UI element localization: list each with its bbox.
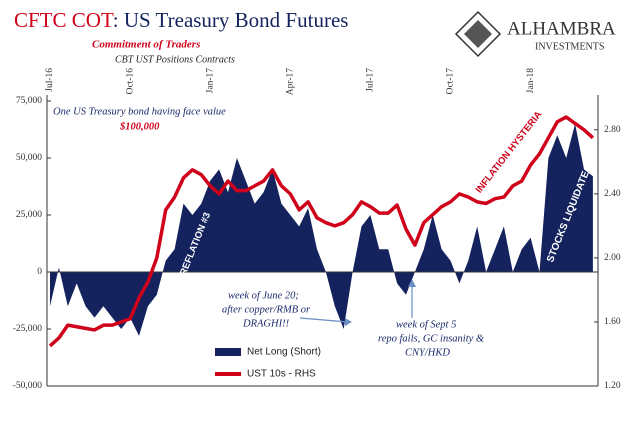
arrow-head xyxy=(345,318,352,326)
annotation: repo fails, GC insanity & xyxy=(378,333,485,344)
y-tick-label: 0 xyxy=(37,267,42,277)
subtitle: CBT UST Positions Contracts xyxy=(115,54,235,65)
y-tick-label: -25,000 xyxy=(13,324,43,334)
legend-swatch xyxy=(215,348,241,356)
logo-icon xyxy=(454,10,502,58)
annotation: week of Sept 5 xyxy=(396,319,456,330)
y-tick-label: 50,000 xyxy=(16,153,42,163)
legend-label: UST 10s - RHS xyxy=(247,369,316,380)
x-tick-label: Jul-17 xyxy=(366,68,376,92)
annotation: CNY/HKD xyxy=(405,347,450,358)
y-tick-label: 25,000 xyxy=(16,210,42,220)
annotation: INFLATION HYSTERIA xyxy=(474,109,545,195)
y2-tick-label: 2.40 xyxy=(604,189,621,199)
annotation: One US Treasury bond having face value xyxy=(53,106,226,117)
y-tick-label: -50,000 xyxy=(13,381,43,391)
y2-tick-label: 2.00 xyxy=(604,253,621,263)
x-tick-label: Jan-17 xyxy=(205,68,215,94)
line xyxy=(48,115,595,348)
x-tick-label: Jan-18 xyxy=(526,68,536,94)
annotation: DRAGHI!! xyxy=(242,318,290,329)
x-tick-label: Apr-17 xyxy=(285,68,295,95)
logo-text: INVESTMENTS xyxy=(535,41,604,52)
y-tick-label: 75,000 xyxy=(16,96,42,106)
arrow xyxy=(299,317,349,323)
x-tick-label: Oct-17 xyxy=(446,68,456,95)
chart-title: CFTC COT: US Treasury Bond Futures xyxy=(14,8,348,32)
x-tick-label: Oct-16 xyxy=(125,68,135,95)
annotation: $100,000 xyxy=(119,121,160,132)
title-part: CFTC COT xyxy=(14,8,114,32)
logo-text: ALHAMBRA xyxy=(507,18,616,39)
annotation: week of June 20; xyxy=(228,290,299,301)
y2-tick-label: 1.20 xyxy=(604,381,621,391)
y2-tick-label: 1.60 xyxy=(604,317,621,327)
y2-tick-label: 2.80 xyxy=(604,125,621,135)
annotation: after copper/RMB or xyxy=(222,304,311,315)
x-tick-label: Jul-16 xyxy=(45,68,55,92)
arrow-head xyxy=(408,279,416,287)
legend-label: Net Long (Short) xyxy=(247,347,321,358)
title-part: : US Treasury Bond Futures xyxy=(113,8,349,32)
subtitle: Commitment of Traders xyxy=(92,39,200,51)
